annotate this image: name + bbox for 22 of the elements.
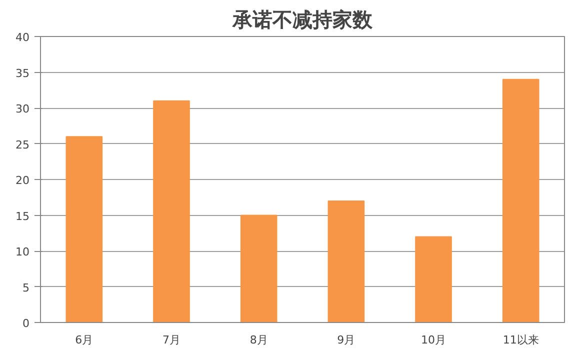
y-tick-label: 15: [16, 210, 30, 223]
bar: [502, 78, 540, 322]
bar: [153, 100, 190, 322]
x-tick-label: 10月: [421, 334, 446, 346]
chart-title: 承诺不减持家数: [232, 8, 374, 32]
y-tick-label: 0: [22, 317, 30, 330]
x-tick-label: 7月: [162, 334, 180, 346]
x-tick-label: 11以来: [502, 334, 539, 346]
y-tick-label: 30: [16, 102, 30, 116]
x-tick-label: 6月: [75, 334, 94, 346]
y-tick-label: 40: [16, 31, 30, 44]
bar: [328, 200, 365, 322]
bar: [415, 236, 452, 322]
bar: [66, 136, 103, 322]
x-tick-label: 9月: [337, 334, 356, 346]
bar: [240, 214, 278, 322]
y-tick-label: 5: [22, 281, 30, 294]
y-tick-label: 20: [16, 174, 30, 187]
x-tick-label: 8月: [250, 334, 268, 346]
y-tick-label: 35: [16, 66, 30, 80]
y-tick-label: 10: [16, 246, 30, 258]
y-tick-label: 25: [16, 138, 30, 152]
